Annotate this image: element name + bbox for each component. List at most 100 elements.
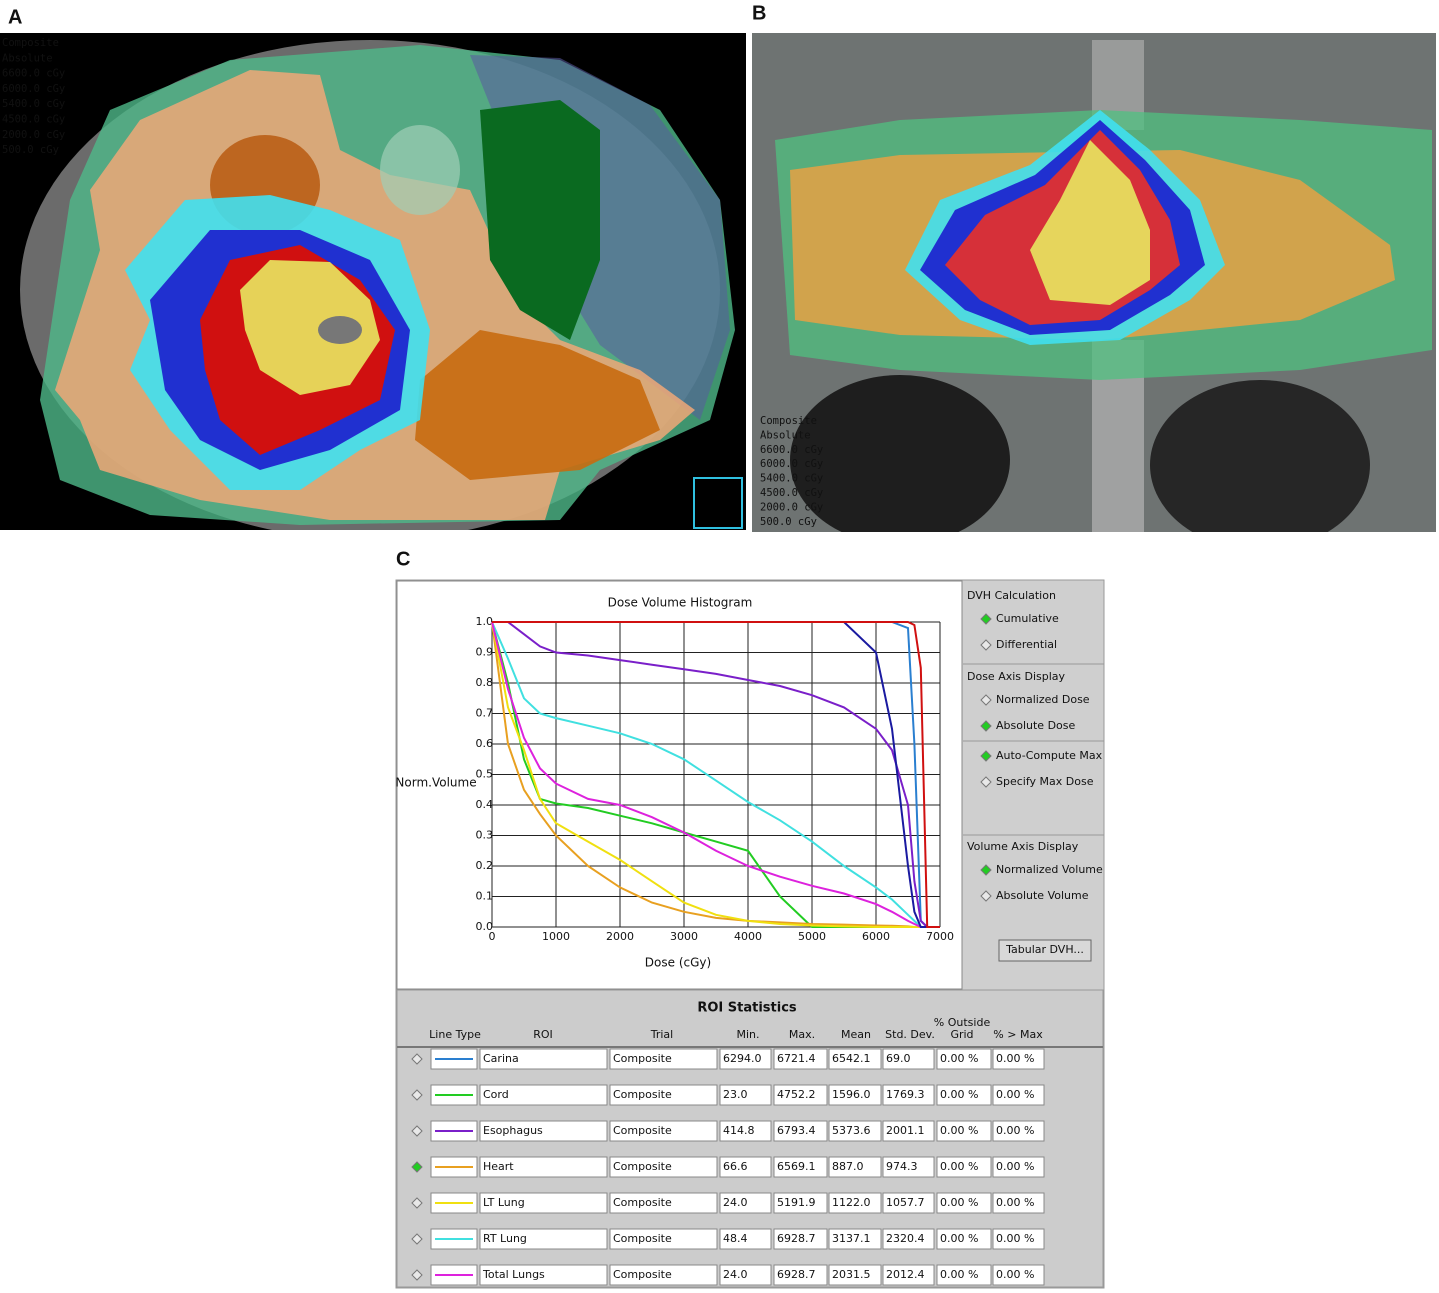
cell-text: 0.00 %: [940, 1052, 978, 1065]
cell-text: Cord: [483, 1088, 509, 1101]
table-cell: [773, 1264, 828, 1286]
column-header: Trial: [650, 1028, 673, 1041]
option-label[interactable]: Specify Max Dose: [996, 775, 1094, 788]
table-cell: [609, 1120, 718, 1142]
cell-text: Composite: [613, 1232, 672, 1245]
column-header: Mean: [841, 1028, 871, 1041]
button[interactable]: [998, 939, 1092, 962]
table-cell: [882, 1156, 935, 1178]
dose-legend-text: 6600.0 cGy: [2, 68, 65, 80]
radio-button[interactable]: [411, 1161, 423, 1173]
y-tick-label: 0.8: [476, 676, 494, 689]
cell-text: 0.00 %: [940, 1232, 978, 1245]
radio-button[interactable]: [980, 890, 992, 902]
option-label[interactable]: Auto-Compute Max: [996, 749, 1103, 762]
radio-button[interactable]: [980, 776, 992, 788]
radio-button[interactable]: [980, 694, 992, 706]
table-cell: [479, 1228, 608, 1250]
cell-text: Esophagus: [483, 1124, 543, 1137]
radio-button[interactable]: [980, 613, 992, 625]
option-label[interactable]: Cumulative: [996, 612, 1059, 625]
table-cell: [992, 1228, 1045, 1250]
dvh-curve: [491, 621, 940, 928]
cell-text: 0.00 %: [996, 1268, 1034, 1281]
table-cell: [992, 1048, 1045, 1070]
column-header: Std. Dev.: [885, 1028, 935, 1041]
dose-legend-text: 2000.0 cGy: [2, 129, 65, 141]
table-cell: [479, 1192, 608, 1214]
radio-button[interactable]: [411, 1197, 423, 1209]
section-title: Volume Axis Display: [967, 840, 1079, 853]
radio-button[interactable]: [411, 1089, 423, 1101]
cell-text: 5191.9: [777, 1196, 816, 1209]
dose-legend-text: Absolute: [2, 52, 53, 64]
radio-button[interactable]: [411, 1233, 423, 1245]
table-cell: [828, 1264, 882, 1286]
cell-text: 6569.1: [777, 1160, 816, 1173]
radio-button[interactable]: [411, 1053, 423, 1065]
cell-text: 2012.4: [886, 1268, 925, 1281]
table-cell: [882, 1264, 935, 1286]
table-cell: [773, 1192, 828, 1214]
radio-button[interactable]: [980, 750, 992, 762]
table-cell: [773, 1228, 828, 1250]
dose-legend-text: 4500.0 cGy: [2, 114, 65, 126]
dvh-curve: [492, 621, 940, 928]
dose-legend-text: 6000.0 cGy: [760, 458, 823, 470]
cell-text: Composite: [613, 1196, 672, 1209]
section-title: Dose Axis Display: [967, 670, 1066, 683]
button-label[interactable]: Tabular DVH...: [1005, 943, 1084, 956]
dvh-curve: [491, 621, 940, 928]
cell-text: 2031.5: [832, 1268, 871, 1281]
table-cell: [936, 1264, 992, 1286]
table-cell: [479, 1120, 608, 1142]
cell-text: 887.0: [832, 1160, 864, 1173]
dose-legend-text: Composite: [760, 415, 817, 427]
table-cell: [773, 1156, 828, 1178]
table-cell: [936, 1228, 992, 1250]
x-tick-label: 3000: [670, 930, 698, 943]
x-tick-label: 2000: [606, 930, 634, 943]
x-tick-label: 4000: [734, 930, 762, 943]
dose-legend-text: 500.0 cGy: [760, 516, 817, 528]
option-label[interactable]: Absolute Dose: [996, 719, 1076, 732]
table-cell: [882, 1084, 935, 1106]
option-label[interactable]: Absolute Volume: [996, 889, 1089, 902]
dose-legend-text: 5400.0 cGy: [2, 98, 65, 110]
cell-text: Carina: [483, 1052, 519, 1065]
table-cell: [479, 1084, 608, 1106]
option-label[interactable]: Normalized Volume: [996, 863, 1103, 876]
option-label[interactable]: Differential: [996, 638, 1057, 651]
cell-text: 6793.4: [777, 1124, 816, 1137]
chart-area: [396, 580, 963, 990]
cell-text: 1057.7: [886, 1196, 925, 1209]
y-tick-label: 0.7: [476, 707, 494, 720]
table-cell: [479, 1264, 608, 1286]
dose-legend-text: 4500.0 cGy: [760, 487, 823, 499]
radio-button[interactable]: [411, 1125, 423, 1137]
table-cell: [609, 1084, 718, 1106]
option-label[interactable]: Normalized Dose: [996, 693, 1090, 706]
table-cell: [828, 1120, 882, 1142]
table-cell: [773, 1084, 828, 1106]
cell-text: Composite: [613, 1160, 672, 1173]
dose-legend-text: 2000.0 cGy: [760, 501, 823, 513]
dvh-curve: [492, 621, 940, 928]
cell-text: 0.00 %: [996, 1196, 1034, 1209]
y-tick-label: 0.3: [476, 829, 494, 842]
table-cell: [828, 1156, 882, 1178]
radio-button[interactable]: [980, 639, 992, 651]
cell-text: 0.00 %: [996, 1124, 1034, 1137]
y-tick-label: 0.1: [476, 890, 494, 903]
radio-button[interactable]: [980, 720, 992, 732]
cell-text: 66.6: [723, 1160, 748, 1173]
x-tick-label: 6000: [862, 930, 890, 943]
radio-button[interactable]: [980, 864, 992, 876]
table-cell: [992, 1156, 1045, 1178]
radio-button[interactable]: [411, 1269, 423, 1281]
cell-text: 2001.1: [886, 1124, 925, 1137]
x-tick-label: 5000: [798, 930, 826, 943]
y-tick-label: 0.0: [476, 920, 494, 933]
dose-legend-text: 6000.0 cGy: [2, 83, 65, 95]
table-cell: [719, 1228, 772, 1250]
